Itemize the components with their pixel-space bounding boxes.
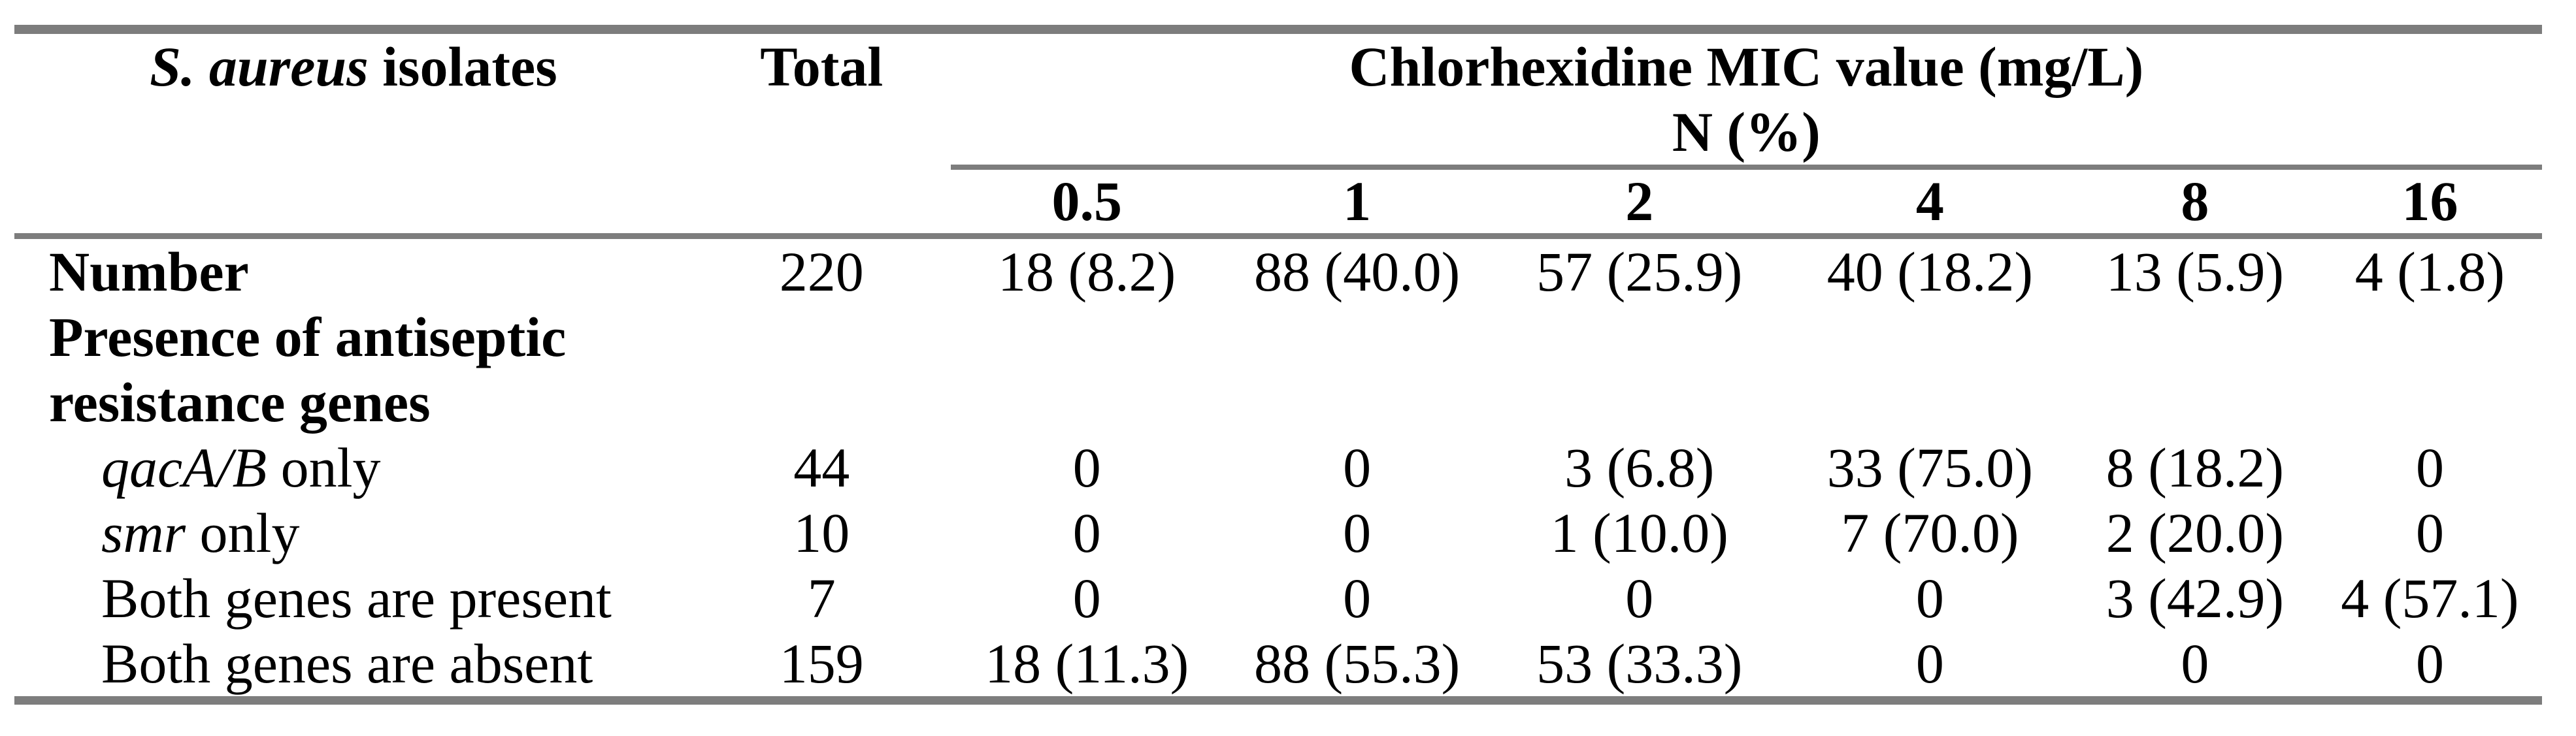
table-row-number: Number 220 18 (8.2) 88 (40.0) 57 (25.9) …: [14, 239, 2542, 304]
cell-mic-16: 0: [2415, 502, 2444, 564]
mic-table: S. aureus isolates Total Chlorhexidine M…: [14, 34, 2542, 696]
cell-mic-8: 8 (18.2): [2105, 436, 2285, 499]
cell-total: [693, 304, 951, 435]
cell-mic-8: 0: [2181, 632, 2209, 695]
spacer-cell: [14, 170, 693, 239]
cell-total: 159: [779, 632, 864, 695]
cell-mic-2: [1491, 304, 1788, 435]
row-label-text: Both genes are present: [101, 567, 612, 630]
row-label-smr-only: smr only: [14, 500, 693, 566]
col-header-mic-1: 1: [1223, 170, 1491, 239]
cell-mic-1: 0: [1343, 436, 1372, 499]
spacer-cell: [14, 99, 693, 170]
table-row-both-present: Both genes are present 7 0 0 0 0 3 (42.9…: [14, 566, 2542, 631]
col-header-n-pct: N (%): [950, 99, 2542, 170]
cell-mic-1: 88 (40.0): [1254, 240, 1461, 303]
cell-mic-8: 3 (42.9): [2105, 567, 2285, 630]
col-header-mic-16: 16: [2317, 170, 2542, 239]
cell-mic-2: 57 (25.9): [1536, 240, 1743, 303]
gene-name-smr: smr: [101, 502, 186, 564]
cell-mic-16: 4 (1.8): [2354, 240, 2505, 303]
row-label-text: only: [267, 436, 381, 499]
table-row-qacab-only: qacA/B only 44 0 0 3 (6.8) 33 (75.0) 8 (…: [14, 435, 2542, 500]
cell-mic-4: 33 (75.0): [1826, 436, 2033, 499]
header-row-mic-values: 0.5 1 2 4 8 16: [14, 170, 2542, 239]
cell-mic-4: 0: [1915, 632, 1944, 695]
cell-mic-8: 13 (5.9): [2105, 240, 2285, 303]
row-label-line2: resistance genes: [49, 371, 431, 434]
row-label-qacab-only: qacA/B only: [14, 435, 693, 500]
row-label-text: Both genes are absent: [101, 632, 593, 695]
row-label-text: Number: [49, 240, 249, 303]
cell-mic-0.5: 18 (11.3): [985, 632, 1189, 695]
cell-mic-16: [2318, 304, 2542, 435]
cell-mic-4: 7 (70.0): [1841, 502, 2019, 564]
row-label-number: Number: [14, 239, 693, 304]
cell-total: 220: [779, 240, 864, 303]
col-header-mic-2: 2: [1491, 170, 1788, 239]
cell-mic-0.5: 0: [1072, 567, 1101, 630]
spacer-cell: [693, 99, 951, 170]
cell-mic-8: 2 (20.0): [2105, 502, 2285, 564]
col-header-mic-group: Chlorhexidine MIC value (mg/L): [1349, 35, 2144, 98]
table-figure: S. aureus isolates Total Chlorhexidine M…: [0, 25, 2576, 736]
cell-mic-16: 0: [2415, 436, 2444, 499]
cell-mic-8: [2072, 304, 2318, 435]
table-row-presence-genes: Presence of antiseptic resistance genes: [14, 304, 2542, 435]
cell-mic-0.5: [951, 304, 1223, 435]
cell-mic-16: 0: [2415, 632, 2444, 695]
cell-total: 10: [793, 502, 850, 564]
cell-mic-4: 40 (18.2): [1826, 240, 2033, 303]
species-suffix: isolates: [368, 35, 557, 98]
cell-total: 7: [807, 567, 836, 630]
species-name: S. aureus: [150, 35, 369, 98]
cell-mic-2: 53 (33.3): [1536, 632, 1743, 695]
col-header-mic-8: 8: [2072, 170, 2318, 239]
cell-mic-0.5: 0: [1072, 502, 1101, 564]
cell-mic-16: 4 (57.1): [2341, 567, 2519, 630]
cell-mic-2: 1 (10.0): [1550, 502, 1728, 564]
header-row-main: S. aureus isolates Total Chlorhexidine M…: [14, 34, 2542, 99]
gene-name-qacab: qacA/B: [101, 436, 267, 499]
row-label-text: Presence of antiseptic: [49, 306, 567, 368]
row-label-text: only: [186, 502, 300, 564]
cell-mic-1: [1223, 304, 1491, 435]
cell-mic-1: 88 (55.3): [1254, 632, 1461, 695]
col-header-isolates: S. aureus isolates: [14, 34, 693, 99]
table-top-rule: [14, 25, 2542, 34]
cell-mic-2: 0: [1625, 567, 1654, 630]
col-header-mic-0.5: 0.5: [950, 170, 1223, 239]
row-label-both-present: Both genes are present: [14, 566, 693, 631]
col-header-total: Total: [760, 35, 883, 98]
table-bottom-rule: [14, 696, 2542, 705]
row-label-presence-genes: Presence of antiseptic resistance genes: [14, 304, 693, 435]
cell-mic-4: 0: [1915, 567, 1944, 630]
col-header-mic-4: 4: [1787, 170, 2072, 239]
spacer-cell: [692, 170, 951, 239]
cell-total: 44: [793, 436, 850, 499]
cell-mic-4: [1788, 304, 2072, 435]
cell-mic-0.5: 18 (8.2): [998, 240, 1176, 303]
cell-mic-1: 0: [1343, 502, 1372, 564]
header-row-npct: N (%): [14, 99, 2542, 170]
row-label-both-absent: Both genes are absent: [14, 631, 693, 696]
cell-mic-2: 3 (6.8): [1564, 436, 1715, 499]
cell-mic-1: 0: [1343, 567, 1372, 630]
cell-mic-0.5: 0: [1072, 436, 1101, 499]
table-row-smr-only: smr only 10 0 0 1 (10.0) 7 (70.0) 2 (20.…: [14, 500, 2542, 566]
table-row-both-absent: Both genes are absent 159 18 (11.3) 88 (…: [14, 631, 2542, 696]
